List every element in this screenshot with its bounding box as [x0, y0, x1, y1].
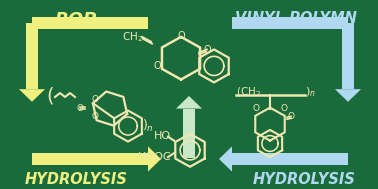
Text: O: O — [76, 104, 84, 113]
Polygon shape — [148, 146, 161, 172]
Text: VINYL POLYMN: VINYL POLYMN — [235, 11, 357, 26]
Text: O: O — [288, 112, 294, 121]
Text: O: O — [280, 104, 288, 113]
Text: O: O — [91, 95, 99, 104]
Text: $($: $($ — [46, 84, 54, 105]
Text: $($CH$_2$: $($CH$_2$ — [236, 85, 261, 99]
Text: O: O — [203, 45, 211, 55]
FancyBboxPatch shape — [183, 109, 195, 158]
Polygon shape — [335, 89, 361, 102]
FancyBboxPatch shape — [232, 17, 348, 29]
Polygon shape — [176, 96, 202, 109]
Text: ROP: ROP — [55, 11, 97, 29]
FancyBboxPatch shape — [26, 23, 38, 89]
FancyBboxPatch shape — [32, 17, 148, 29]
Text: HO: HO — [153, 131, 170, 141]
Text: HOOC: HOOC — [138, 152, 172, 162]
Polygon shape — [19, 89, 45, 102]
FancyBboxPatch shape — [342, 23, 354, 89]
FancyBboxPatch shape — [32, 153, 148, 165]
FancyBboxPatch shape — [232, 153, 348, 165]
Text: O: O — [153, 61, 161, 71]
Text: CH$_2$: CH$_2$ — [122, 30, 143, 44]
Text: $)_n$: $)_n$ — [142, 118, 154, 134]
Text: O: O — [177, 31, 185, 41]
Text: HYDROLYSIS: HYDROLYSIS — [253, 172, 355, 187]
Text: HYDROLYSIS: HYDROLYSIS — [25, 172, 127, 187]
Text: O: O — [91, 112, 99, 121]
Polygon shape — [219, 146, 232, 172]
Text: O: O — [253, 104, 260, 113]
Text: $)_n$: $)_n$ — [305, 85, 316, 99]
